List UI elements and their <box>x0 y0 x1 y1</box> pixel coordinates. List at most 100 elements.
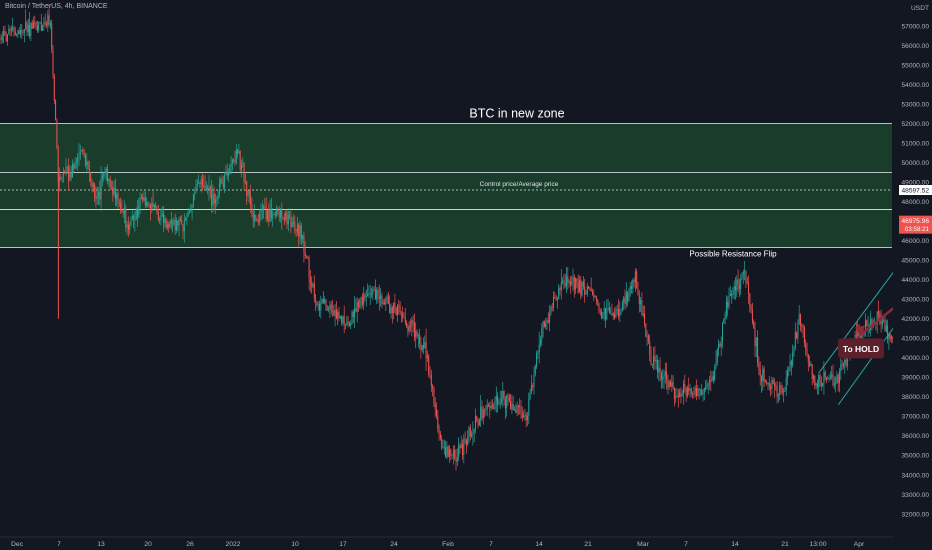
candle-body <box>270 208 272 219</box>
candle-body <box>316 301 318 305</box>
candle-body <box>178 219 180 226</box>
candle-body <box>135 209 137 221</box>
candle-body <box>796 332 798 339</box>
candle-body <box>720 341 722 347</box>
candle-body <box>576 278 578 283</box>
price-tick-label: 49000.00 <box>901 179 929 186</box>
candle-body <box>605 307 606 320</box>
candle-body <box>740 278 742 289</box>
candle-body <box>841 364 843 366</box>
candle-body <box>798 314 800 325</box>
candle-body <box>845 360 847 366</box>
candle-body <box>612 313 614 316</box>
candle-body <box>823 372 825 384</box>
candle-body <box>685 387 687 396</box>
candle-body <box>489 406 491 409</box>
candle-body <box>242 162 244 164</box>
candle-body <box>502 390 504 399</box>
candle-body <box>164 218 166 223</box>
candle-body <box>759 369 761 376</box>
candle-body <box>325 299 327 310</box>
candle-body <box>537 351 539 354</box>
candle-body <box>244 181 246 183</box>
candle-body <box>386 296 388 299</box>
candle-body <box>116 193 118 200</box>
time-tick-label: 7 <box>684 541 688 548</box>
candle-body <box>761 375 762 382</box>
time-tick-label: 26 <box>186 541 194 548</box>
candle-body <box>157 212 159 220</box>
candle-body <box>725 301 727 315</box>
candle-body <box>789 361 791 369</box>
candle-body <box>517 405 519 408</box>
candle-body <box>476 416 478 422</box>
candle-body <box>202 179 203 185</box>
candle-body <box>467 436 469 445</box>
candle-body <box>485 408 487 411</box>
candle-body <box>473 428 475 433</box>
candle-body <box>828 377 830 379</box>
candle-body <box>781 389 783 393</box>
candle-body <box>430 375 432 387</box>
candle-body <box>374 290 376 300</box>
candle-body <box>447 446 449 458</box>
candle-body <box>840 364 842 372</box>
candle-body <box>480 406 482 421</box>
candle-body <box>523 416 525 418</box>
candle-body <box>85 155 86 166</box>
price-tick-label: 41000.00 <box>901 336 929 343</box>
candle-body <box>494 400 496 409</box>
candle-body <box>826 377 827 380</box>
candle-body <box>4 31 6 36</box>
candle-body <box>646 335 648 337</box>
candle-body <box>632 280 634 289</box>
candle-body <box>290 216 292 227</box>
candle-body <box>22 32 24 34</box>
candle-body <box>573 276 575 290</box>
candle-body <box>694 388 696 395</box>
candle-body <box>545 322 547 328</box>
candle-body <box>389 303 391 314</box>
price-tick-label: 42000.00 <box>901 316 929 323</box>
candle-body <box>637 288 639 296</box>
candle-body <box>156 208 158 213</box>
candle-body <box>468 427 470 437</box>
candle-body <box>697 388 699 397</box>
candle-body <box>382 302 384 304</box>
candle-body <box>13 27 15 32</box>
candle-body <box>70 172 72 178</box>
candle-body <box>736 279 738 291</box>
candle-body <box>742 272 744 275</box>
zone-title: BTC in new zone <box>469 107 564 121</box>
candle-body <box>124 209 125 214</box>
candle-body <box>787 370 788 379</box>
candle-body <box>151 203 153 210</box>
candle-body <box>289 215 291 217</box>
candle-body <box>534 366 536 374</box>
candle-body <box>667 379 669 388</box>
candle-body <box>335 309 337 319</box>
candle-body <box>887 325 889 340</box>
hold-arrowhead <box>855 325 865 338</box>
candle-body <box>892 336 894 339</box>
candle-body <box>783 391 785 393</box>
candle-body <box>285 212 287 220</box>
candle-body <box>217 194 219 200</box>
candle-body <box>529 392 531 399</box>
hold-badge <box>838 338 884 359</box>
candle-body <box>705 387 707 389</box>
candle-body <box>672 382 674 388</box>
candle-body <box>38 23 40 31</box>
candle-body <box>827 378 829 380</box>
candle-body <box>226 171 228 176</box>
candle-body <box>207 187 209 190</box>
price-tick-label: 51000.00 <box>901 140 929 147</box>
candle-body <box>592 291 593 294</box>
candle-body <box>291 222 293 227</box>
candle-body <box>767 382 769 384</box>
candle-body <box>654 355 656 362</box>
candle-body <box>696 388 697 397</box>
candle-body <box>300 225 302 240</box>
candle-body <box>412 320 414 323</box>
